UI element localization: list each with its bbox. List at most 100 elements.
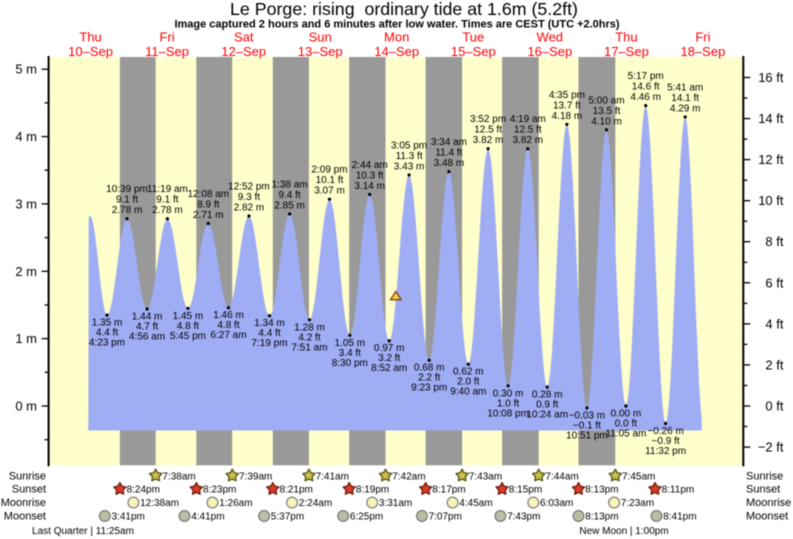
svg-text:13.5 ft: 13.5 ft — [593, 106, 621, 117]
svg-text:Tue: Tue — [462, 30, 484, 45]
svg-text:1.46 m: 1.46 m — [213, 310, 244, 321]
svg-text:3:41pm: 3:41pm — [112, 512, 145, 523]
svg-text:8.9 ft: 8.9 ft — [197, 200, 219, 211]
svg-text:Mon: Mon — [384, 30, 409, 45]
svg-text:0 ft: 0 ft — [765, 399, 783, 414]
svg-text:4:45am: 4:45am — [459, 498, 492, 509]
svg-text:7:38am: 7:38am — [162, 471, 195, 482]
svg-text:8:23pm: 8:23pm — [203, 485, 236, 496]
svg-text:7:39am: 7:39am — [239, 471, 272, 482]
svg-text:4 m: 4 m — [15, 129, 37, 144]
svg-text:2.85 m: 2.85 m — [274, 201, 305, 212]
svg-text:4:56 am: 4:56 am — [129, 332, 165, 343]
svg-text:14.6 ft: 14.6 ft — [632, 82, 660, 93]
svg-text:3.82 m: 3.82 m — [513, 135, 544, 146]
svg-text:10:51 pm: 10:51 pm — [566, 431, 608, 442]
svg-text:7:41am: 7:41am — [316, 471, 349, 482]
svg-text:12:08 am: 12:08 am — [187, 189, 229, 200]
svg-text:2.78 m: 2.78 m — [112, 205, 143, 216]
svg-text:4.2 ft: 4.2 ft — [298, 332, 320, 343]
svg-text:3.2 ft: 3.2 ft — [378, 353, 400, 364]
svg-text:0.0 ft: 0.0 ft — [615, 419, 637, 430]
svg-text:7:19 pm: 7:19 pm — [251, 338, 287, 349]
svg-text:8:11pm: 8:11pm — [662, 485, 695, 496]
svg-text:Fri: Fri — [695, 30, 710, 45]
svg-text:0.00 m: 0.00 m — [611, 409, 642, 420]
svg-text:Sunrise: Sunrise — [746, 470, 783, 482]
svg-text:5:17 pm: 5:17 pm — [628, 71, 664, 82]
svg-text:7:43pm: 7:43pm — [507, 512, 540, 523]
svg-text:4:35 pm: 4:35 pm — [549, 90, 585, 101]
svg-text:Fri: Fri — [160, 30, 175, 45]
svg-text:2:24am: 2:24am — [299, 498, 332, 509]
svg-text:11.3 ft: 11.3 ft — [396, 151, 423, 162]
svg-text:8:19pm: 8:19pm — [356, 485, 389, 496]
svg-text:11:32 pm: 11:32 pm — [645, 446, 686, 457]
svg-text:Sunset: Sunset — [746, 484, 780, 496]
svg-text:3.48 m: 3.48 m — [434, 158, 465, 169]
svg-text:2 m: 2 m — [15, 264, 37, 279]
svg-text:12–Sep: 12–Sep — [221, 44, 266, 59]
svg-text:2.0 ft: 2.0 ft — [457, 377, 479, 388]
svg-text:−0.03 m: −0.03 m — [569, 411, 605, 422]
svg-text:10.1 ft: 10.1 ft — [316, 175, 344, 186]
svg-text:6:03am: 6:03am — [540, 498, 573, 509]
svg-text:8:21pm: 8:21pm — [280, 485, 313, 496]
svg-text:10–Sep: 10–Sep — [68, 44, 113, 59]
svg-text:Moonrise: Moonrise — [1, 497, 46, 509]
svg-text:6 ft: 6 ft — [765, 275, 783, 290]
svg-text:12:52 pm: 12:52 pm — [228, 182, 270, 193]
svg-text:3:52 pm: 3:52 pm — [470, 114, 506, 125]
svg-text:Sat: Sat — [234, 30, 254, 45]
svg-text:3.82 m: 3.82 m — [473, 135, 504, 146]
svg-text:1 m: 1 m — [15, 331, 37, 346]
svg-text:10:24 am: 10:24 am — [526, 410, 568, 421]
svg-text:1:38 am: 1:38 am — [272, 180, 308, 191]
svg-text:15–Sep: 15–Sep — [451, 44, 496, 59]
svg-text:4:41pm: 4:41pm — [191, 512, 224, 523]
svg-text:1.34 m: 1.34 m — [254, 318, 285, 329]
svg-text:8:52 am: 8:52 am — [371, 363, 407, 374]
svg-text:−0.1 ft: −0.1 ft — [573, 421, 601, 432]
svg-text:0.68 m: 0.68 m — [414, 363, 445, 374]
svg-text:8:13pm: 8:13pm — [585, 512, 618, 523]
svg-text:9:40 am: 9:40 am — [450, 387, 486, 398]
svg-text:9.3 ft: 9.3 ft — [238, 192, 260, 203]
svg-text:13.7 ft: 13.7 ft — [553, 100, 581, 111]
svg-text:10:08 pm: 10:08 pm — [487, 408, 529, 419]
svg-text:4.4 ft: 4.4 ft — [96, 328, 118, 339]
svg-text:4.7 ft: 4.7 ft — [136, 322, 158, 333]
svg-text:8:13pm: 8:13pm — [585, 485, 618, 496]
svg-text:4.46 m: 4.46 m — [630, 92, 661, 103]
svg-text:4 ft: 4 ft — [765, 316, 783, 331]
svg-text:4:23 pm: 4:23 pm — [89, 338, 125, 349]
svg-text:1.35 m: 1.35 m — [92, 318, 123, 329]
svg-text:3:34 am: 3:34 am — [431, 137, 467, 148]
svg-text:1:26am: 1:26am — [219, 498, 252, 509]
svg-text:−2 ft: −2 ft — [758, 440, 784, 455]
svg-text:4.10 m: 4.10 m — [591, 116, 622, 127]
svg-text:2:09 pm: 2:09 pm — [311, 165, 347, 176]
svg-text:Thu: Thu — [79, 30, 101, 45]
svg-text:6:27 am: 6:27 am — [210, 330, 246, 341]
svg-text:8:15pm: 8:15pm — [509, 485, 542, 496]
svg-text:4.8 ft: 4.8 ft — [217, 320, 239, 331]
svg-text:Image captured 2 hours and 6 m: Image captured 2 hours and 6 minutes aft… — [174, 19, 619, 31]
svg-text:5:37pm: 5:37pm — [271, 512, 304, 523]
svg-text:14 ft: 14 ft — [758, 111, 784, 126]
svg-text:1.45 m: 1.45 m — [173, 311, 204, 322]
svg-text:3 m: 3 m — [15, 196, 37, 211]
svg-text:Sunrise: Sunrise — [9, 470, 46, 482]
svg-text:7:44am: 7:44am — [545, 471, 578, 482]
svg-text:Thu: Thu — [615, 30, 637, 45]
svg-text:Sunset: Sunset — [12, 484, 46, 496]
svg-text:2.82 m: 2.82 m — [234, 203, 265, 214]
svg-text:2 ft: 2 ft — [765, 357, 783, 372]
svg-text:2.2 ft: 2.2 ft — [418, 373, 440, 384]
svg-text:0.97 m: 0.97 m — [374, 343, 405, 354]
svg-text:5:41 am: 5:41 am — [667, 83, 703, 94]
svg-text:Last Quarter | 11:25am: Last Quarter | 11:25am — [32, 526, 134, 537]
svg-text:3.43 m: 3.43 m — [394, 162, 425, 173]
svg-text:2.71 m: 2.71 m — [193, 210, 224, 221]
svg-text:9:23 pm: 9:23 pm — [411, 383, 447, 394]
